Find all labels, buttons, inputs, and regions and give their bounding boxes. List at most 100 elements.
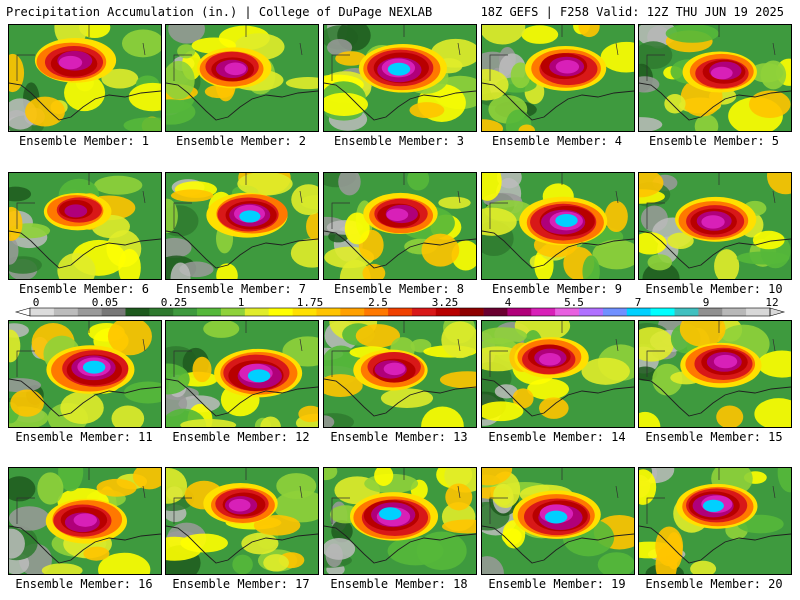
colorbar-swatch — [650, 308, 675, 316]
colorbar-swatch — [411, 308, 437, 316]
ensemble-panel-4 — [481, 24, 635, 132]
ensemble-member-label: Ensemble Member: 12 — [172, 430, 310, 444]
colorbar-swatch — [435, 308, 460, 316]
precip-map — [324, 25, 476, 131]
run-valid-time: 18Z GEFS | F258 Valid: 12Z THU JUN 19 20… — [480, 5, 784, 19]
colorbar-swatch — [173, 308, 198, 316]
ensemble-panel-5 — [638, 24, 792, 132]
ensemble-panel-14 — [481, 320, 635, 428]
ensemble-panel-11 — [8, 320, 162, 428]
ensemble-panel-13 — [323, 320, 477, 428]
colorbar-swatch — [77, 308, 102, 316]
colorbar-swatch — [101, 308, 126, 316]
precip-map — [9, 321, 161, 427]
colorbar-swatch — [626, 308, 651, 316]
ensemble-member-label: Ensemble Member: 15 — [645, 430, 783, 444]
colorbar-swatch — [292, 308, 317, 316]
precip-map — [9, 173, 161, 279]
colorbar-swatch — [316, 308, 341, 316]
ensemble-member-label: Ensemble Member: 16 — [15, 577, 153, 591]
colorbar-swatch — [483, 308, 508, 316]
colorbar-swatch — [507, 308, 532, 316]
ensemble-panel-17 — [165, 467, 319, 575]
colorbar-swatch — [244, 308, 270, 316]
colorbar-swatch — [388, 308, 413, 316]
ensemble-panel-19 — [481, 467, 635, 575]
colorbar-swatch — [579, 308, 604, 316]
ensemble-member-label: Ensemble Member: 19 — [488, 577, 626, 591]
chart-title: Precipitation Accumulation (in.) | Colle… — [6, 5, 433, 19]
colorbar-tick-label: 3.25 — [432, 296, 459, 309]
colorbar-tick-label: 12 — [765, 296, 778, 309]
colorbar-swatch — [53, 308, 79, 316]
ensemble-panel-12 — [165, 320, 319, 428]
ensemble-member-label: Ensemble Member: 10 — [645, 282, 783, 296]
colorbar-swatch — [30, 308, 55, 316]
ensemble-member-label: Ensemble Member: 2 — [175, 134, 307, 148]
colorbar-swatch — [722, 308, 747, 316]
colorbar-tick-label: 0.25 — [161, 296, 188, 309]
precip-map — [482, 321, 634, 427]
ensemble-panel-3 — [323, 24, 477, 132]
colorbar-swatch — [674, 308, 699, 316]
colorbar-swatch — [698, 308, 723, 316]
colorbar-swatch — [125, 308, 150, 316]
ensemble-panel-10 — [638, 172, 792, 280]
precip-map — [482, 173, 634, 279]
ensemble-member-label: Ensemble Member: 14 — [488, 430, 626, 444]
ensemble-panel-2 — [165, 24, 319, 132]
colorbar-left-arrow — [14, 307, 31, 317]
colorbar-swatch — [268, 308, 293, 316]
ensemble-panel-15 — [638, 320, 792, 428]
ensemble-panel-16 — [8, 467, 162, 575]
ensemble-member-label: Ensemble Member: 17 — [172, 577, 310, 591]
colorbar-tick-label: 5.5 — [564, 296, 584, 309]
ensemble-panel-1 — [8, 24, 162, 132]
colorbar-tick-label: 7 — [635, 296, 642, 309]
colorbar-tick-label: 4 — [505, 296, 512, 309]
ensemble-member-label: Ensemble Member: 13 — [330, 430, 468, 444]
precip-map — [324, 468, 476, 574]
ensemble-member-label: Ensemble Member: 20 — [645, 577, 783, 591]
precip-map — [639, 25, 791, 131]
colorbar-tick-label: 1 — [238, 296, 245, 309]
precip-map — [9, 468, 161, 574]
precip-map — [639, 468, 791, 574]
ensemble-member-label: Ensemble Member: 7 — [175, 282, 307, 296]
colorbar-swatch — [459, 308, 484, 316]
ensemble-member-label: Ensemble Member: 1 — [18, 134, 150, 148]
colorbar-tick-label: 2.5 — [368, 296, 388, 309]
ensemble-panel-20 — [638, 467, 792, 575]
precip-map — [166, 173, 318, 279]
colorbar-tick-label: 0.05 — [92, 296, 119, 309]
colorbar-swatch — [364, 308, 389, 316]
precip-map — [482, 468, 634, 574]
colorbar-swatch — [197, 308, 222, 316]
precip-map — [639, 321, 791, 427]
ensemble-member-label: Ensemble Member: 18 — [330, 577, 468, 591]
colorbar-tick-label: 1.75 — [297, 296, 324, 309]
colorbar-swatch — [149, 308, 174, 316]
ensemble-member-label: Ensemble Member: 5 — [648, 134, 780, 148]
colorbar-swatch — [746, 308, 771, 316]
precip-map — [9, 25, 161, 131]
ensemble-member-label: Ensemble Member: 4 — [491, 134, 623, 148]
precip-colorbar: 0 0.05 0.25 1 1.75 2.5 3.25 4 5.5 7 9 12 — [8, 296, 792, 320]
colorbar-tick-label: 9 — [703, 296, 710, 309]
colorbar-swatch — [220, 308, 246, 316]
precip-map — [639, 173, 791, 279]
precip-map — [324, 321, 476, 427]
colorbar-swatch — [602, 308, 628, 316]
colorbar-swatch — [340, 308, 365, 316]
colorbar-swatch — [531, 308, 556, 316]
colorbar-right-arrow — [769, 307, 786, 317]
precip-map — [166, 321, 318, 427]
colorbar-tick-label: 0 — [33, 296, 40, 309]
ensemble-panel-9 — [481, 172, 635, 280]
precip-map — [166, 25, 318, 131]
ensemble-member-label: Ensemble Member: 8 — [333, 282, 465, 296]
precip-map — [166, 468, 318, 574]
precip-map — [324, 173, 476, 279]
ensemble-panel-8 — [323, 172, 477, 280]
